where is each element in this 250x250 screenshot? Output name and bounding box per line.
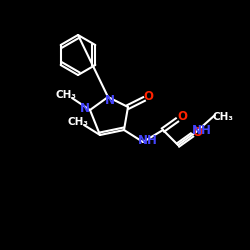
Text: CH₃: CH₃ xyxy=(56,90,76,100)
Text: O: O xyxy=(177,110,187,124)
Text: CH₃: CH₃ xyxy=(68,117,88,127)
Text: N: N xyxy=(105,94,115,108)
Text: O: O xyxy=(192,126,202,138)
Text: N: N xyxy=(80,102,90,116)
Text: NH: NH xyxy=(192,124,212,136)
Text: O: O xyxy=(143,90,153,102)
Text: NH: NH xyxy=(138,134,158,146)
Text: CH₃: CH₃ xyxy=(212,112,234,122)
